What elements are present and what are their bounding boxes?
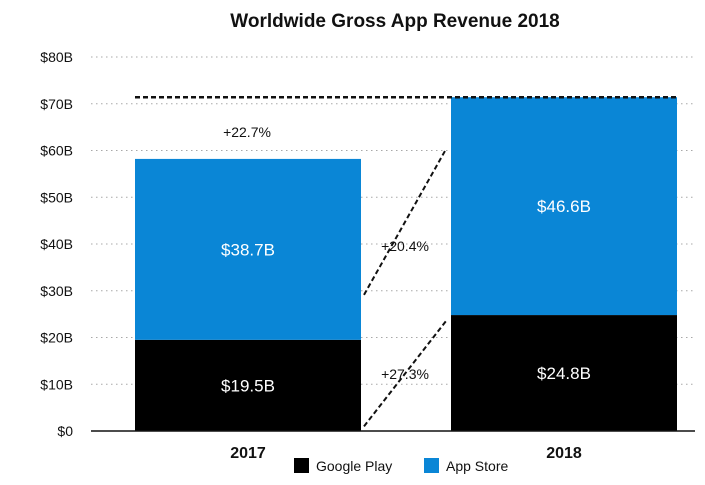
y-tick-label: $80B [40, 49, 73, 65]
y-tick-label: $20B [40, 330, 73, 346]
y-tick-label: $70B [40, 96, 73, 112]
legend-label-google-play: Google Play [316, 458, 392, 474]
total-growth-label: +22.7% [223, 124, 271, 140]
growth-connectors [135, 95, 677, 427]
legend-swatch-google-play [294, 458, 309, 473]
bar-google-play-2017 [135, 339, 361, 431]
y-tick-label: $40B [40, 236, 73, 252]
y-tick-label: $30B [40, 283, 73, 299]
chart-title: Worldwide Gross App Revenue 2018 [230, 11, 559, 32]
bar-app-store-2017 [135, 158, 361, 340]
google-play-growth-label: +27.3% [381, 366, 429, 382]
data-label-google-play-2018: $24.8B [537, 364, 591, 383]
data-label-app-store-2017: $38.7B [221, 240, 275, 259]
data-label-google-play-2017: $19.5B [221, 376, 275, 395]
legend-swatch-app-store [424, 458, 439, 473]
app-store-growth-connector [363, 148, 447, 296]
x-tick-label: 2017 [230, 445, 266, 462]
x-tick-label: 2018 [546, 445, 582, 462]
y-tick-label: $0 [57, 423, 73, 439]
bar-app-store-2018 [451, 97, 677, 316]
app-store-growth-label: +20.4% [381, 238, 429, 254]
y-axis-ticks: $0 $10B $20B $30B $40B $50B $60B $70B $80B [40, 49, 73, 439]
bar-google-play-2018 [451, 315, 677, 431]
y-tick-label: $60B [40, 143, 73, 159]
legend-label-app-store: App Store [446, 458, 508, 474]
y-tick-label: $50B [40, 189, 73, 205]
data-label-app-store-2018: $46.6B [537, 197, 591, 216]
google-play-growth-connector [363, 320, 447, 427]
y-tick-label: $10B [40, 376, 73, 392]
stacked-bars [135, 97, 677, 431]
x-axis-labels: 2017 2018 [230, 445, 582, 462]
segment-labels: $19.5B $38.7B $24.8B $46.6B [221, 197, 591, 395]
legend: Google Play App Store [294, 458, 508, 474]
